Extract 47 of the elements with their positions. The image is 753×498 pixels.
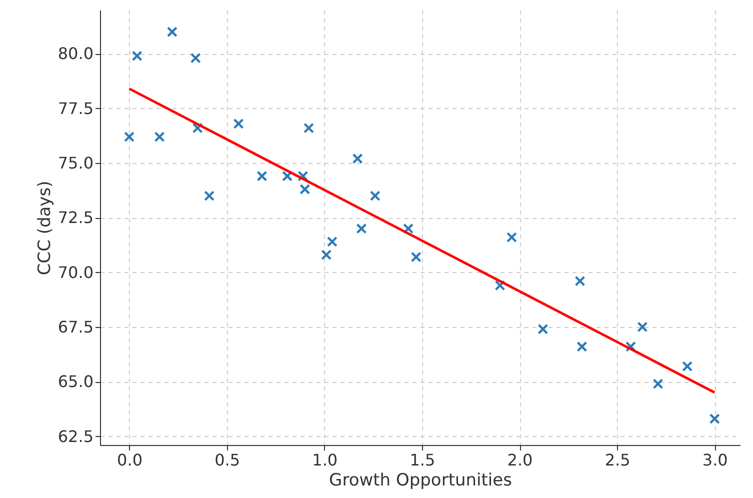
point bbox=[321, 250, 332, 260]
x-tick-label: 1.5 bbox=[410, 450, 436, 470]
x-tick-label: 0.0 bbox=[117, 450, 142, 470]
y-tick-label: 75.0 bbox=[58, 154, 94, 173]
point bbox=[192, 122, 203, 134]
point bbox=[190, 52, 201, 64]
point bbox=[410, 252, 422, 262]
point bbox=[303, 122, 314, 134]
y-tick-label: 65.0 bbox=[58, 372, 94, 392]
point bbox=[256, 170, 268, 182]
point bbox=[494, 280, 506, 291]
y-tick-label: 77.5 bbox=[58, 98, 94, 118]
point bbox=[403, 223, 414, 234]
point bbox=[652, 378, 664, 390]
point bbox=[709, 413, 720, 424]
point bbox=[574, 276, 586, 286]
point bbox=[576, 341, 588, 352]
point bbox=[326, 236, 338, 247]
x-tick-label: 2.5 bbox=[604, 450, 630, 470]
y-tick-label: 72.5 bbox=[58, 208, 94, 228]
point bbox=[300, 184, 310, 195]
x-axis-title: Growth Opportunities bbox=[329, 470, 512, 490]
x-tick-label: 1.0 bbox=[312, 450, 338, 470]
y-tick-label: 70.0 bbox=[58, 262, 94, 282]
y-axis-title: CCC (days) bbox=[34, 180, 55, 276]
point bbox=[538, 324, 548, 334]
x-tick-label: 0.5 bbox=[214, 450, 240, 470]
point bbox=[154, 132, 165, 142]
x-tick-label: 2.0 bbox=[507, 450, 533, 470]
point bbox=[506, 232, 517, 243]
point bbox=[204, 190, 215, 202]
point bbox=[124, 132, 135, 142]
y-tick-label: 62.5 bbox=[58, 426, 94, 446]
point bbox=[682, 361, 693, 372]
point bbox=[298, 170, 308, 182]
point bbox=[352, 153, 363, 164]
point bbox=[637, 322, 648, 332]
y-tick-label: 80.0 bbox=[58, 44, 94, 64]
point bbox=[282, 170, 293, 182]
point bbox=[356, 223, 367, 234]
point bbox=[166, 26, 178, 38]
y-tick-label: 67.5 bbox=[58, 317, 94, 336]
x-tick-label: 3.0 bbox=[702, 450, 728, 470]
point bbox=[370, 190, 380, 202]
point bbox=[625, 341, 636, 352]
point bbox=[132, 50, 142, 62]
point bbox=[233, 118, 244, 129]
